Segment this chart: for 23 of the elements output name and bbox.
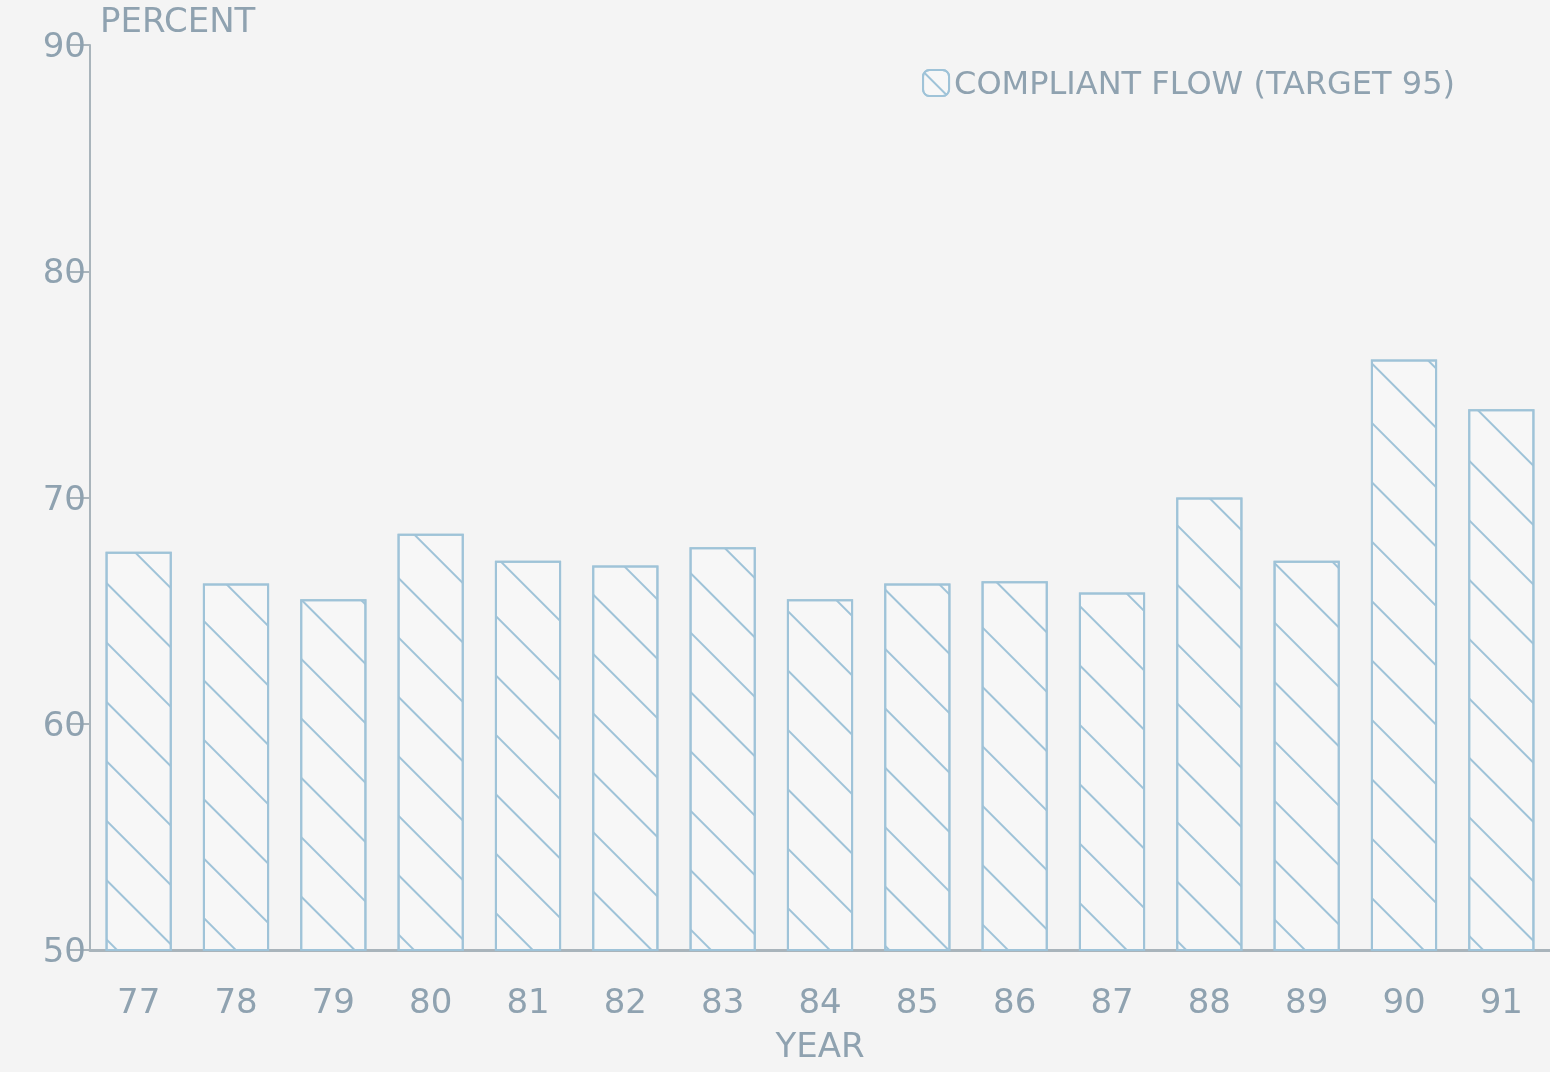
legend-label: COMPLIANT FLOW (TARGET 95)	[954, 64, 1455, 102]
x-tick-label: 77	[117, 981, 161, 1021]
x-tick-label: 83	[701, 981, 745, 1021]
x-tick-label: 80	[409, 981, 453, 1021]
x-axis-title: YEAR	[774, 1025, 865, 1065]
x-tick-label: 84	[798, 981, 842, 1021]
x-tick-label: 78	[214, 981, 258, 1021]
x-tick-label: 90	[1382, 981, 1426, 1021]
x-tick-label: 91	[1479, 981, 1523, 1021]
x-tick-label: 88	[1187, 981, 1231, 1021]
x-tick-label: 87	[1090, 981, 1134, 1021]
x-tick-label: 82	[603, 981, 647, 1021]
y-tick-label: 60	[42, 703, 86, 744]
x-tick-label: 86	[993, 981, 1037, 1021]
x-tick-label: 85	[895, 981, 939, 1021]
y-tick-label: 50	[42, 930, 86, 970]
x-tick-label: 89	[1285, 981, 1329, 1021]
x-tick-label: 79	[311, 981, 355, 1021]
y-tick-label: 70	[42, 477, 86, 518]
y-axis-title: PERCENT	[100, 0, 256, 40]
y-tick-label: 90	[42, 25, 86, 65]
x-tick-label: 81	[506, 981, 550, 1021]
y-tick-label: 80	[42, 251, 86, 292]
